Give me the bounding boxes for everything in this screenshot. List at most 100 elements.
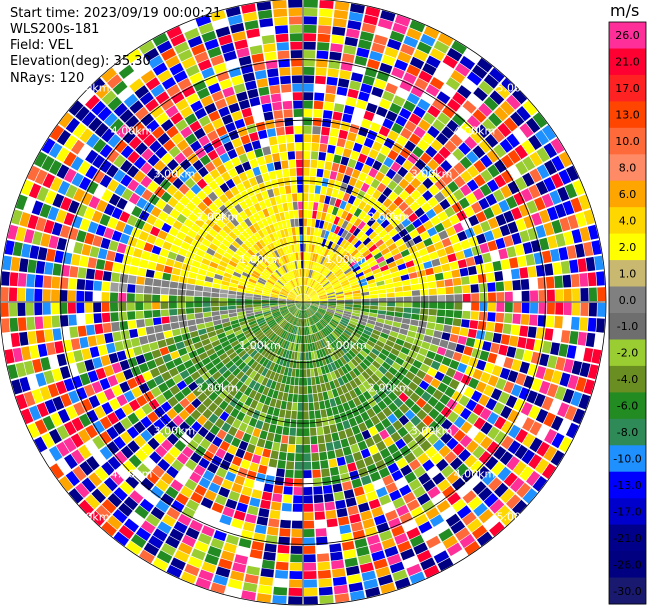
- range-gate: [95, 259, 106, 270]
- range-gate: [541, 396, 554, 411]
- range-gate: [255, 284, 264, 289]
- range-gate: [372, 189, 382, 200]
- range-gate: [434, 401, 446, 413]
- range-gate: [310, 168, 317, 177]
- range-gate: [162, 203, 174, 215]
- range-gate: [191, 195, 202, 206]
- range-gate: [25, 302, 34, 316]
- range-gate: [244, 355, 253, 364]
- range-gate: [229, 397, 239, 408]
- range-gate: [367, 196, 377, 207]
- range-gate: [161, 439, 173, 452]
- range-gate: [248, 36, 262, 47]
- range-gate: [439, 339, 449, 349]
- range-gate: [339, 356, 347, 365]
- range-gate: [252, 270, 261, 277]
- range-gate: [259, 394, 267, 404]
- range-gate: [27, 165, 41, 182]
- range-gate: [323, 347, 330, 356]
- range-gate: [110, 292, 119, 302]
- colorbar-tick-label: -10.0: [613, 453, 641, 466]
- range-gate: [374, 225, 384, 235]
- range-gate: [78, 428, 91, 444]
- range-gate: [250, 399, 259, 409]
- range-gate: [282, 494, 293, 504]
- range-gate: [434, 521, 449, 535]
- range-gate: [303, 8, 318, 17]
- range-gate: [309, 184, 315, 194]
- range-gate: [375, 26, 391, 38]
- range-gate: [303, 596, 318, 605]
- range-gate: [442, 55, 458, 69]
- range-gate: [282, 331, 288, 339]
- range-gate: [303, 41, 316, 50]
- range-gate: [479, 302, 488, 312]
- range-gate: [238, 349, 247, 358]
- range-gate: [253, 306, 262, 310]
- range-gate: [216, 429, 227, 440]
- range-gate: [169, 281, 179, 289]
- range-gate: [277, 460, 286, 469]
- range-gate: [296, 302, 303, 307]
- range-gate: [318, 152, 327, 161]
- range-gate: [296, 297, 303, 302]
- range-gate: [382, 385, 392, 396]
- range-gate: [329, 51, 342, 61]
- range-gate: [350, 150, 360, 161]
- range-gate: [300, 285, 303, 294]
- range-gate: [378, 260, 387, 268]
- range-gate: [173, 357, 183, 367]
- range-gate: [309, 292, 317, 298]
- range-gate: [230, 570, 245, 582]
- range-gate: [343, 105, 355, 115]
- range-gate: [352, 331, 361, 339]
- range-gate: [496, 292, 505, 302]
- range-gate: [495, 237, 506, 250]
- range-gate: [266, 432, 275, 442]
- range-gate: [127, 412, 140, 425]
- range-gate: [175, 254, 185, 263]
- range-gate: [286, 461, 295, 470]
- range-gate: [236, 264, 245, 272]
- range-gate: [555, 357, 566, 371]
- range-gate: [245, 265, 254, 273]
- range-gate: [242, 11, 258, 22]
- range-gate: [287, 151, 296, 160]
- range-gate: [269, 242, 277, 251]
- range-gate: [143, 457, 157, 470]
- range-gate: [326, 272, 334, 280]
- range-gate: [285, 323, 291, 331]
- range-gate: [313, 401, 320, 411]
- range-gate: [265, 119, 275, 129]
- range-gate: [466, 115, 481, 129]
- range-gate: [480, 371, 491, 384]
- range-gate: [506, 246, 517, 258]
- range-gate: [398, 178, 410, 190]
- range-gate: [165, 233, 176, 244]
- range-gate: [272, 390, 279, 399]
- range-gate: [315, 67, 327, 76]
- range-gate: [295, 299, 303, 302]
- range-gate: [112, 331, 122, 342]
- range-gate: [176, 380, 187, 391]
- range-gate: [418, 276, 427, 284]
- range-gate: [345, 352, 354, 361]
- range-gate: [322, 485, 333, 494]
- range-gate: [340, 438, 350, 448]
- range-gate: [250, 195, 259, 205]
- range-gate: [328, 136, 338, 146]
- range-gate: [296, 277, 300, 286]
- range-gate: [247, 358, 256, 367]
- range-gate: [282, 255, 288, 264]
- range-gate: [345, 270, 354, 277]
- range-gate: [279, 306, 287, 310]
- range-gate: [161, 371, 172, 382]
- range-gate: [421, 254, 431, 263]
- range-gate: [214, 494, 227, 506]
- colorbar-tick-label: -8.0: [617, 426, 638, 439]
- range-gate: [118, 64, 135, 79]
- range-gate: [436, 248, 447, 258]
- range-gate: [295, 299, 303, 302]
- range-gate: [349, 205, 358, 215]
- range-gate: [348, 336, 357, 344]
